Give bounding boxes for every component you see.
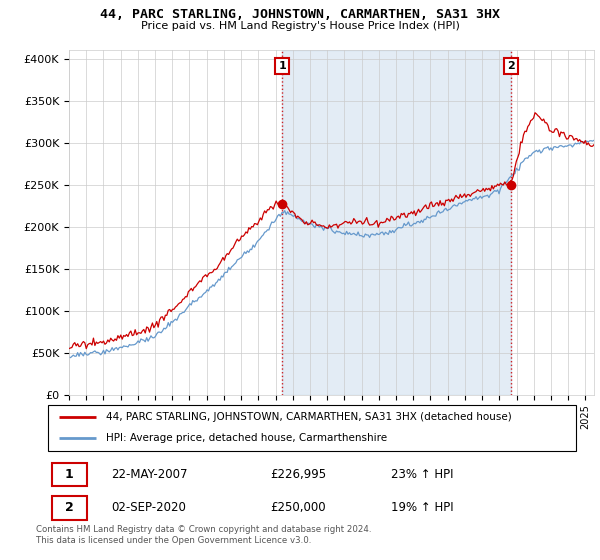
- Text: £250,000: £250,000: [270, 501, 325, 515]
- Text: Contains HM Land Registry data © Crown copyright and database right 2024.
This d: Contains HM Land Registry data © Crown c…: [36, 525, 371, 545]
- FancyBboxPatch shape: [48, 405, 576, 451]
- Text: 44, PARC STARLING, JOHNSTOWN, CARMARTHEN, SA31 3HX: 44, PARC STARLING, JOHNSTOWN, CARMARTHEN…: [100, 8, 500, 21]
- Text: Price paid vs. HM Land Registry's House Price Index (HPI): Price paid vs. HM Land Registry's House …: [140, 21, 460, 31]
- Text: 1: 1: [65, 468, 73, 481]
- Text: 2: 2: [65, 501, 73, 515]
- Text: HPI: Average price, detached house, Carmarthenshire: HPI: Average price, detached house, Carm…: [106, 433, 387, 444]
- Text: £226,995: £226,995: [270, 468, 326, 481]
- FancyBboxPatch shape: [52, 496, 86, 520]
- Text: 19% ↑ HPI: 19% ↑ HPI: [391, 501, 454, 515]
- Bar: [282, 50, 511, 395]
- Text: 44, PARC STARLING, JOHNSTOWN, CARMARTHEN, SA31 3HX (detached house): 44, PARC STARLING, JOHNSTOWN, CARMARTHEN…: [106, 412, 512, 422]
- Text: 1: 1: [278, 61, 286, 71]
- Text: 22-MAY-2007: 22-MAY-2007: [112, 468, 188, 481]
- Text: 02-SEP-2020: 02-SEP-2020: [112, 501, 186, 515]
- Text: 23% ↑ HPI: 23% ↑ HPI: [391, 468, 454, 481]
- Text: 2: 2: [507, 61, 515, 71]
- FancyBboxPatch shape: [52, 463, 86, 486]
